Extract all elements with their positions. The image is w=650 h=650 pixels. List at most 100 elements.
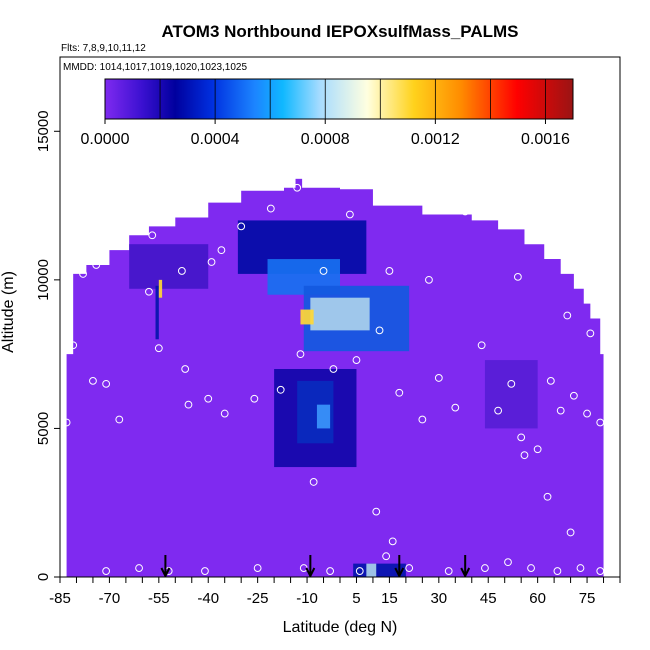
sample-point-8 [266,204,275,213]
sample-point-34 [418,415,427,424]
sample-point-15 [500,216,509,225]
sample-point-20 [89,376,97,385]
sample-point-29 [296,350,305,359]
feature-cell-11 [366,563,377,577]
sample-point-44 [569,391,578,400]
sample-point-5 [207,258,216,266]
x-tick-label: -55 [148,590,170,607]
x-tick-label: 5 [352,590,360,607]
sample-point-56 [382,552,391,561]
sample-point-17 [563,311,572,320]
chart-subtitle-dates: MMDD: 1014,1017,1019,1020,1023,1025 [63,62,247,73]
x-tick-label: -85 [49,590,71,607]
colorbar-dividers [159,79,546,119]
colorbar-ticks: 0.0000 0.0004 0.0008 0.0012 0.0016 [81,119,570,148]
sample-point-27 [250,394,259,403]
plot-area [62,178,605,577]
sample-point-63 [576,564,585,572]
colorbar-tick-label: 0.0008 [301,131,350,148]
down-arrow-marker-3 [460,555,471,577]
x-tick-label: 45 [480,590,497,607]
feature-cell-12 [155,285,159,340]
sample-point-62 [553,567,562,575]
sample-point-11 [345,210,354,219]
chart-subtitle-flights: Flts: 7,8,9,10,11,12 [61,43,146,54]
x-tick-label: 75 [579,590,596,607]
sample-point-71 [184,400,193,409]
sample-point-70 [596,567,605,575]
sample-point-58 [444,567,453,575]
colorbar-tick-label: 0.0016 [521,131,570,148]
sample-point-67 [520,451,529,460]
x-axis: -85 -70 -55 -40 -25 -10 5 15 30 45 60 75 [49,577,621,607]
curtain-peak [295,178,303,190]
sample-point-2 [118,222,127,231]
chart-title: ATOM3 Northbound IEPOXsulfMass_PALMS [161,22,518,41]
sample-point-54 [326,567,335,575]
sample-point-49 [135,564,143,572]
sample-point-4 [177,267,186,275]
sample-point-57 [405,564,414,572]
sample-point-16 [513,272,522,281]
sample-point-68 [543,492,552,501]
y-tick-label: 5000 [35,412,52,445]
sample-point-1 [92,261,101,269]
sample-point-36 [451,403,460,412]
sample-point-39 [507,379,516,388]
sample-point-6 [217,246,226,255]
sample-point-45 [583,409,591,418]
x-tick-label: 60 [529,590,546,607]
marker-layer [160,555,471,577]
x-axis-label: Latitude (deg N) [283,619,398,636]
x-tick-label: -70 [99,590,121,607]
y-tick-label: 0 [35,573,52,581]
colorbar: 0.0000 0.0004 0.0008 0.0012 0.0016 [81,78,574,148]
x-tick-label: 30 [430,590,447,607]
sample-point-30 [329,365,338,373]
sample-point-61 [527,564,535,572]
sample-point-37 [477,341,486,350]
sample-point-22 [115,415,124,424]
sample-point-33 [395,388,404,397]
colorbar-tick-label: 0.0004 [191,131,240,148]
sample-point-43 [556,406,565,415]
down-arrow-marker-2 [394,555,405,577]
sample-point-64 [309,478,318,486]
sample-point-7 [237,222,246,231]
sample-point-19 [69,341,78,350]
sample-point-59 [481,564,489,572]
sample-point-0 [79,270,87,278]
feature-cell-8 [316,404,331,429]
sample-point-47 [62,418,71,427]
sample-point-51 [201,567,209,575]
sample-point-23 [154,344,163,353]
y-axis-label: Altitude (m) [0,271,17,353]
feature-cell-13 [158,279,163,298]
y-axis: 0 5000 10000 15000 [35,110,60,581]
feature-layer [129,220,538,577]
y-tick-label: 15000 [35,110,52,152]
sample-point-40 [517,433,526,442]
sample-point-28 [276,385,285,394]
sample-point-66 [388,537,397,546]
sample-point-13 [425,275,433,284]
sample-point-32 [375,326,384,335]
sample-point-42 [546,376,555,385]
down-arrow-marker-1 [305,555,316,577]
sample-point-14 [461,207,470,216]
sample-point-25 [204,394,213,403]
sample-point-21 [102,379,111,388]
sample-point-24 [181,365,190,373]
feature-cell-3 [310,297,370,331]
sample-point-3 [148,231,157,240]
sample-point-9 [293,183,302,192]
feature-cell-4 [300,309,314,325]
x-tick-label: 15 [381,590,398,607]
sample-point-46 [596,418,605,427]
x-tick-label: -40 [197,590,219,607]
colorbar-tick-label: 0.0000 [81,131,130,148]
sample-point-31 [352,356,361,364]
sample-point-60 [504,558,512,567]
feature-cell-9 [484,360,538,429]
